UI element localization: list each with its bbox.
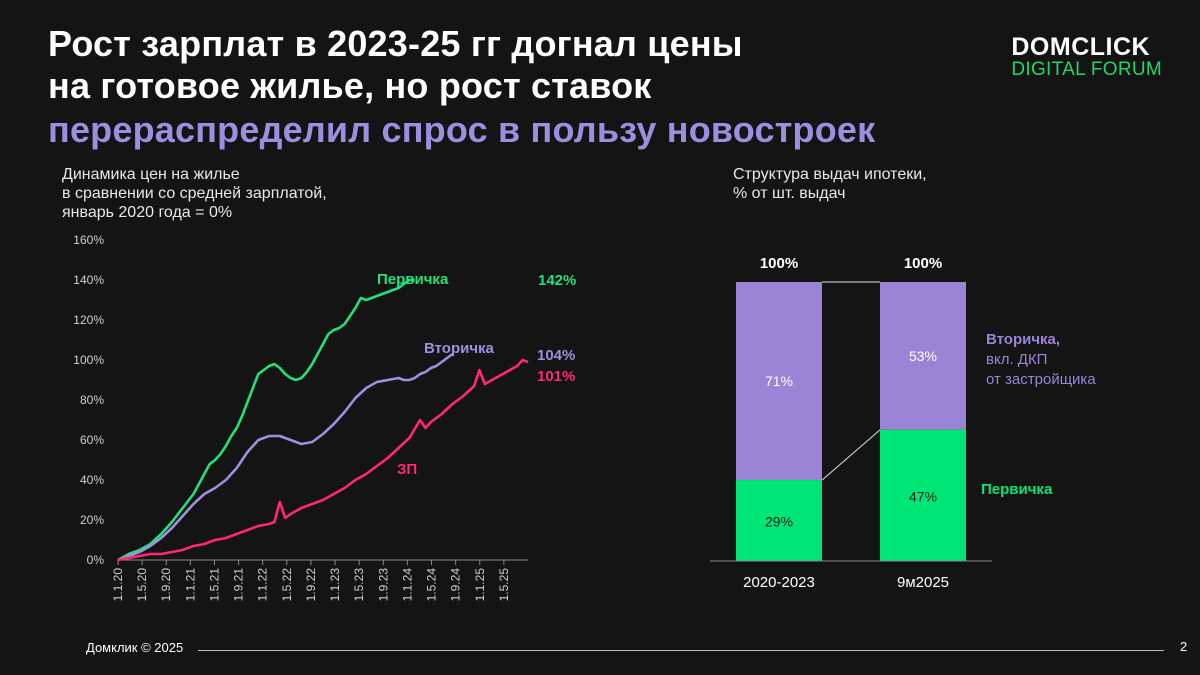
x-tick-label: 1.5.20 — [135, 568, 149, 602]
x-tick-label: 1.1.25 — [473, 568, 487, 602]
y-tick-label: 100% — [73, 353, 104, 367]
y-tick-label: 160% — [73, 233, 104, 247]
bar-total-label: 100% — [904, 255, 942, 272]
bar-value-primary: 29% — [765, 514, 793, 530]
footer-divider — [198, 650, 1164, 651]
bar-segment-secondary — [736, 282, 822, 481]
logo-subtitle: DIGITAL FORUM — [1011, 59, 1162, 80]
bar-value-primary: 47% — [909, 488, 937, 504]
series-name-label: Вторичка — [424, 340, 495, 357]
logo-wordmark: DOMCLICK — [1011, 33, 1151, 61]
title-line-1: Рост зарплат в 2023-25 гг догнал цены — [48, 23, 743, 64]
footer-copyright: Домклик © 2025 — [86, 640, 184, 655]
line-chart-subtitle-line: Динамика цен на жилье — [62, 166, 240, 183]
bar-segment-secondary — [880, 282, 966, 430]
price-vs-salary-line-chart: 0% 20% 40% 60% 80% 100% 120% 140% 160% 1.1.20 1.5… — [73, 233, 576, 602]
bar-category-label: 9м2025 — [897, 574, 949, 591]
line-chart-subtitle-line: в сравнении со средней зарплатой, — [62, 185, 327, 202]
bar-chart-subtitle: Структура выдач ипотеки, % от шт. выдач — [733, 165, 927, 203]
x-tick-label: 1.1.23 — [328, 568, 342, 602]
page-number: 2 — [1180, 639, 1188, 654]
x-tick-label: 1.1.22 — [256, 568, 270, 602]
bar-value-secondary: 71% — [765, 373, 793, 389]
legend-secondary-line: от застройщика — [986, 371, 1096, 388]
x-tick-label: 1.9.20 — [159, 568, 173, 602]
y-tick-label: 40% — [80, 473, 104, 487]
series-line-salary — [117, 358, 529, 562]
series-name-label: Первичка — [377, 271, 449, 288]
y-tick-label: 80% — [80, 393, 104, 407]
series-line-primary — [117, 278, 415, 562]
bar-segment-primary — [736, 480, 822, 561]
bar-segment-primary — [880, 429, 966, 561]
x-tick-label: 1.1.21 — [183, 568, 197, 602]
x-tick-label: 1.9.23 — [376, 568, 390, 602]
x-tick-label: 1.5.21 — [207, 568, 221, 602]
x-tick-label: 1.1.20 — [111, 568, 125, 602]
x-tick-label: 1.5.23 — [352, 568, 366, 602]
series-end-value: 104% — [537, 347, 575, 364]
bar-chart-subtitle-line: % от шт. выдач — [733, 185, 846, 202]
y-tick-label: 60% — [80, 433, 104, 447]
domclick-logo: DOMCLICK DIGITAL FORUM — [1011, 34, 1162, 80]
series-name-label: ЗП — [397, 461, 417, 478]
x-tick-label: 1.5.25 — [497, 568, 511, 602]
y-tick-label: 140% — [73, 273, 104, 287]
title-line-2: на готовое жилье, но рост ставок — [48, 65, 652, 106]
x-tick-label: 1.9.22 — [304, 568, 318, 602]
line-chart-subtitle-line: январь 2020 года = 0% — [62, 204, 233, 221]
legend-primary: Первичка — [981, 481, 1053, 498]
y-tick-label: 0% — [87, 553, 105, 567]
x-tick-label: 1.5.24 — [425, 568, 439, 602]
series-end-value: 142% — [538, 272, 576, 289]
y-tick-label: 20% — [80, 513, 104, 527]
legend-secondary-line: Вторичка, — [986, 331, 1060, 348]
x-tick-label: 1.5.22 — [280, 568, 294, 602]
y-tick-label: 120% — [73, 313, 104, 327]
bar-total-label: 100% — [760, 255, 798, 272]
title-line-3: перераспределил спрос в пользу новострое… — [48, 109, 876, 150]
x-tick-label: 1.9.21 — [232, 568, 246, 602]
line-chart-subtitle: Динамика цен на жилье в сравнении со сре… — [62, 165, 327, 222]
bar-value-secondary: 53% — [909, 348, 937, 364]
bar-chart-subtitle-line: Структура выдач ипотеки, — [733, 166, 927, 183]
legend-secondary-line: вкл. ДКП — [986, 351, 1047, 368]
series-end-value: 101% — [537, 368, 575, 385]
x-tick-label: 1.1.24 — [400, 568, 414, 602]
mortgage-structure-bar-chart: 71% 29% 100% 2020-2023 53% 47% 100% 9м2025 Втори… — [710, 255, 1096, 591]
series-line-secondary — [117, 352, 454, 562]
bar-connector-primary — [821, 429, 881, 481]
bar-category-label: 2020-2023 — [743, 574, 815, 591]
x-tick-label: 1.9.24 — [449, 568, 463, 602]
